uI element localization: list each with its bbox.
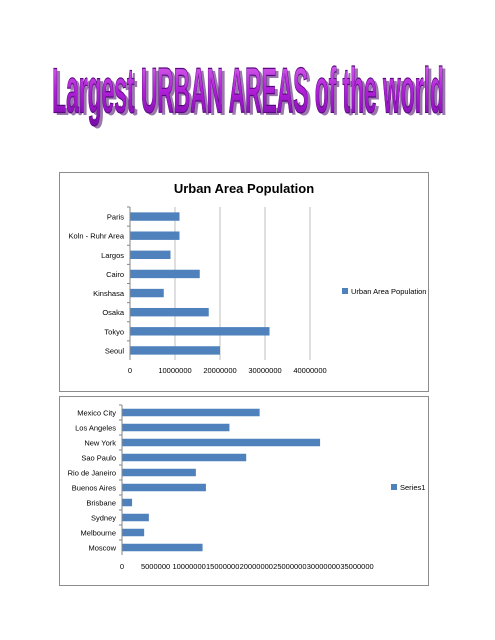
x-tick-label: 10000000 — [172, 562, 205, 571]
bar — [130, 269, 200, 279]
category-label: Koln - Ruhr Area — [69, 232, 125, 241]
chart1-svg: Urban Area Population Paris Koln - Ruhr Ar… — [69, 181, 427, 375]
bar — [130, 288, 164, 298]
x-tick-label: 20000000 — [240, 562, 273, 571]
x-tick-label: 10000000 — [158, 366, 191, 375]
bar — [122, 423, 230, 432]
x-tick-label: 0 — [128, 366, 132, 375]
x-tick-label: 40000000 — [293, 366, 326, 375]
bar — [122, 543, 203, 552]
x-tick-label: 5000000 — [141, 562, 170, 571]
bar — [122, 453, 247, 462]
legend-label: Series1 — [400, 483, 425, 492]
category-label: Melbourne — [81, 529, 116, 538]
urban-area-population-chart: Urban Area Population Paris Koln - Ruhr Ar… — [59, 172, 429, 392]
bar — [130, 346, 220, 355]
category-label: Brisbane — [86, 499, 116, 508]
category-label: Tokyo — [104, 327, 124, 336]
category-label: Buenos Aires — [72, 484, 116, 493]
category-label: Kinshasa — [93, 289, 125, 298]
series1-chart: Mexico City Los Angeles New York Sao Paulo R… — [59, 396, 429, 586]
x-tick-label: 35000000 — [340, 562, 373, 571]
bar — [122, 513, 149, 522]
legend-swatch — [391, 484, 397, 490]
x-tick-label: 30000000 — [248, 366, 281, 375]
category-label: Mexico City — [77, 409, 116, 418]
category-label: Osaka — [102, 308, 125, 317]
bar — [130, 250, 171, 260]
legend-swatch — [342, 288, 348, 294]
chart2-svg: Mexico City Los Angeles New York Sao Paulo R… — [68, 404, 425, 571]
bar — [130, 212, 180, 221]
category-label: Paris — [107, 213, 124, 222]
category-label: Moscow — [88, 544, 116, 553]
bar — [122, 483, 206, 492]
x-tick-label: 15000000 — [206, 562, 239, 571]
bar — [122, 408, 260, 417]
category-label: Largos — [101, 251, 124, 260]
bar — [122, 528, 145, 537]
chart-title: Urban Area Population — [174, 181, 314, 196]
bar — [122, 468, 196, 477]
x-tick-label: 30000000 — [307, 562, 340, 571]
bar — [130, 327, 270, 336]
page-title-shadow: Largest URBAN AREAS of the world — [55, 57, 447, 129]
category-label: Sao Paulo — [81, 454, 116, 463]
category-label: New York — [84, 439, 116, 448]
x-tick-label: 0 — [120, 562, 124, 571]
category-label: Rio de Janeiro — [68, 469, 116, 478]
bar — [130, 231, 180, 240]
bar — [130, 307, 209, 317]
x-tick-label: 20000000 — [203, 366, 236, 375]
page-title-text: Largest URBAN AREAS of the world — [52, 54, 444, 126]
category-label: Seoul — [105, 346, 125, 355]
page-title: Largest URBAN AREAS of the world Largest… — [0, 48, 495, 140]
x-tick-label: 25000000 — [273, 562, 306, 571]
page-title-graphic: Largest URBAN AREAS of the world Largest… — [52, 54, 447, 129]
legend-label: Urban Area Population — [351, 287, 426, 296]
category-label: Cairo — [106, 270, 124, 279]
bar — [122, 438, 321, 447]
category-label: Los Angeles — [75, 424, 116, 433]
category-label: Sydney — [91, 514, 116, 523]
bar — [122, 498, 133, 507]
